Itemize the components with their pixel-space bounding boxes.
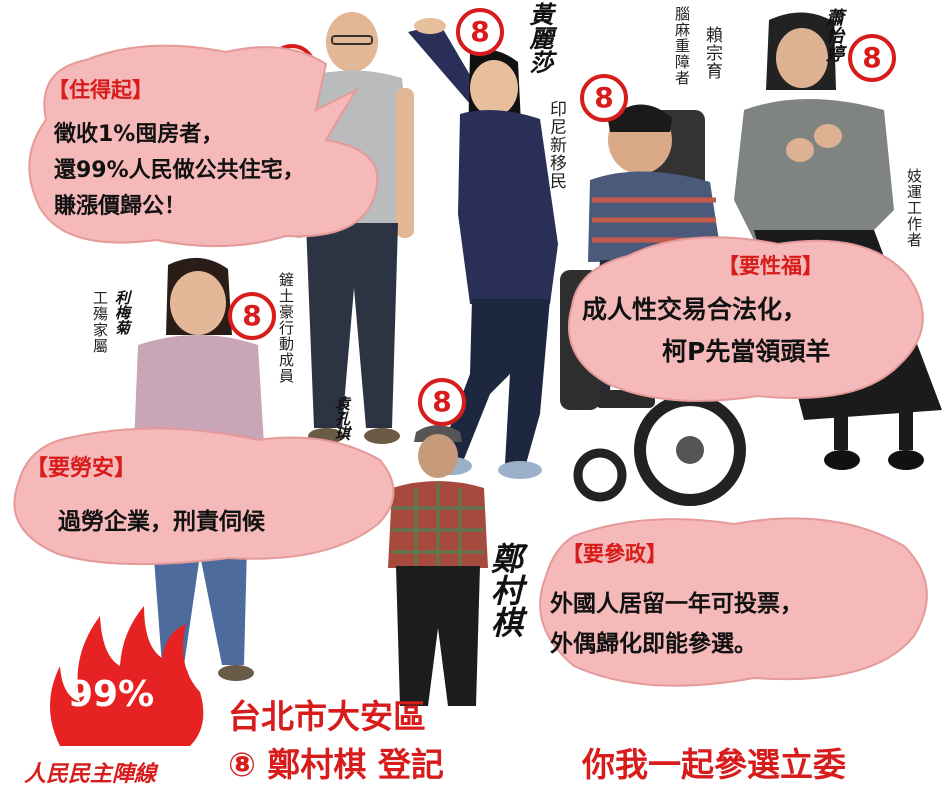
flame-logo: 99% <box>40 596 210 748</box>
logo-percent: 99% <box>68 674 155 715</box>
footer-slogan: 你我一起參選立委 <box>582 745 846 784</box>
speech-bubble-labor: 【要勞安】 過勞企業，刑責伺候 <box>8 424 400 570</box>
footer-registration: ⑧ 鄭村棋 登記 <box>228 745 444 784</box>
signature-cheng: 鄭村棋 <box>486 542 524 638</box>
caption-lai: 腦麻重障者 <box>673 6 691 86</box>
speech-bubble-sex: 【要性福】 成人性交易合法化， 柯P先當領頭羊 <box>558 226 934 404</box>
bubble-tag-politics: 【要參政】 <box>562 542 667 566</box>
signature-yuan: 袁孔琪 <box>333 396 351 441</box>
number-badge-huang: 8 <box>456 8 504 56</box>
caption-li: 工殤家屬 <box>91 290 109 354</box>
number-badge-li: 8 <box>228 292 276 340</box>
person-cheng <box>382 418 494 706</box>
caption-huang: 印尼新移民 <box>546 100 566 190</box>
caption-yuan: 鏟土豪行動成員 <box>277 272 295 384</box>
bubble-line-sex-1: 成人性交易合法化， <box>582 295 808 324</box>
bubble-tag-labor: 【要勞安】 <box>26 456 137 481</box>
name-lai: 賴宗育 <box>702 26 722 80</box>
number-badge-cheng: 8 <box>418 378 466 426</box>
bubble-line-labor-1: 過勞企業，刑責伺候 <box>58 509 265 535</box>
number-badge-lai: 8 <box>580 74 628 122</box>
signature-hsiao: 蕭怡婷 <box>823 8 844 62</box>
bubble-line-housing-2: 還99%人民做公共住宅， <box>54 158 305 183</box>
flame-icon <box>50 606 204 746</box>
signature-huang: 黃麗莎 <box>525 2 554 74</box>
caption-hsiao: 妓運工作者 <box>905 168 923 248</box>
bubble-tag-housing: 【住得起】 <box>48 78 153 102</box>
bubble-line-housing-1: 徵收1%囤房者， <box>54 122 224 147</box>
bubble-line-housing-3: 賺漲價歸公！ <box>54 194 187 219</box>
bubble-line-politics-1: 外國人居留一年可投票， <box>550 591 803 617</box>
speech-bubble-housing: 【住得起】 徵收1%囤房者， 還99%人民做公共住宅， 賺漲價歸公！ <box>26 40 412 252</box>
number-badge-hsiao: 8 <box>848 34 896 82</box>
speech-bubble-politics: 【要參政】 外國人居留一年可投票， 外偶歸化即能參選。 <box>534 506 938 696</box>
bubble-line-politics-2: 外偶歸化即能參選。 <box>550 631 757 657</box>
footer-district: 台北市大安區 <box>228 697 426 736</box>
org-name: 人民民主陣線 <box>24 761 157 787</box>
bubble-tag-sex: 【要性福】 <box>718 254 823 278</box>
bubble-line-sex-2: 柯P先當領頭羊 <box>662 337 831 366</box>
signature-li: 利梅菊 <box>113 290 131 335</box>
